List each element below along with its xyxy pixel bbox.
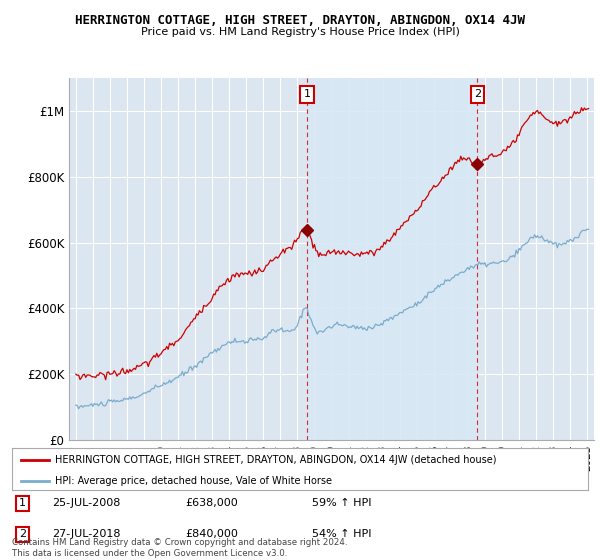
Text: Contains HM Land Registry data © Crown copyright and database right 2024.
This d: Contains HM Land Registry data © Crown c… [12,538,347,558]
Text: HERRINGTON COTTAGE, HIGH STREET, DRAYTON, ABINGDON, OX14 4JW (detached house): HERRINGTON COTTAGE, HIGH STREET, DRAYTON… [55,455,497,465]
Text: 25-JUL-2008: 25-JUL-2008 [52,498,121,508]
Text: 59% ↑ HPI: 59% ↑ HPI [311,498,371,508]
Text: £638,000: £638,000 [185,498,238,508]
Text: 27-JUL-2018: 27-JUL-2018 [52,529,121,539]
Text: Price paid vs. HM Land Registry's House Price Index (HPI): Price paid vs. HM Land Registry's House … [140,27,460,37]
Bar [307,78,478,440]
Text: £840,000: £840,000 [185,529,238,539]
Text: HERRINGTON COTTAGE, HIGH STREET, DRAYTON, ABINGDON, OX14 4JW: HERRINGTON COTTAGE, HIGH STREET, DRAYTON… [75,14,525,27]
Text: 1: 1 [19,498,26,508]
Text: 1: 1 [304,89,310,99]
Text: 2: 2 [474,89,481,99]
Text: 54% ↑ HPI: 54% ↑ HPI [311,529,371,539]
Text: 2: 2 [19,529,26,539]
Text: HPI: Average price, detached house, Vale of White Horse: HPI: Average price, detached house, Vale… [55,476,332,486]
